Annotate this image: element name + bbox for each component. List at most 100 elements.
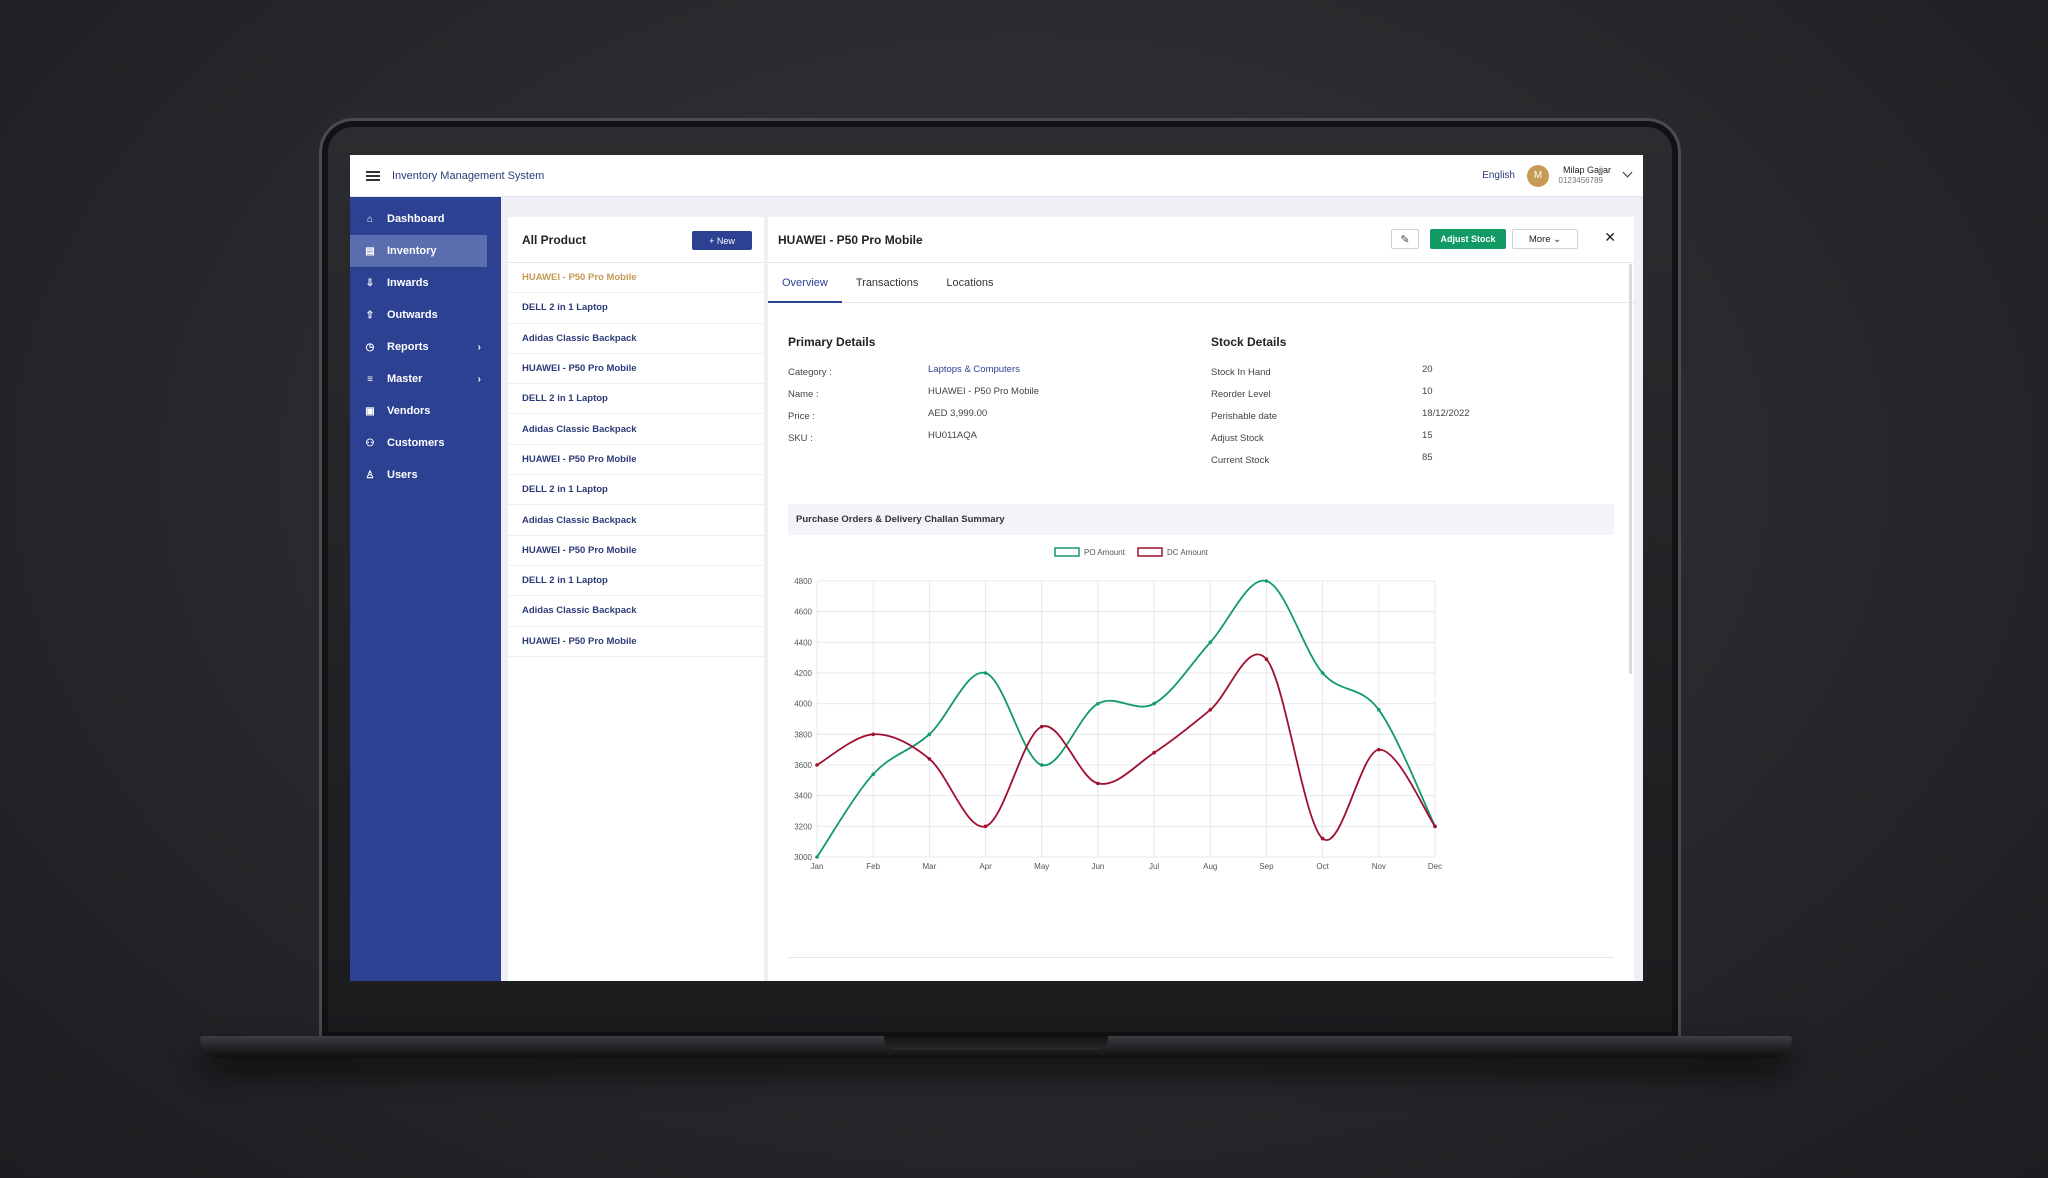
sidebar-item-inwards[interactable]: ⇩ Inwards (350, 267, 501, 299)
stock-in-hand-label: Stock In Hand (1211, 367, 1271, 378)
chevron-down-icon[interactable] (1622, 167, 1633, 178)
category-value[interactable]: Laptops & Computers (928, 364, 1020, 375)
list-item[interactable]: DELL 2 in 1 Laptop (508, 475, 764, 506)
data-point (1377, 708, 1381, 712)
legend-swatch (1054, 547, 1080, 557)
data-point (1096, 701, 1100, 706)
list-item[interactable]: DELL 2 in 1 Laptop (508, 293, 764, 324)
price-value: AED 3,999.00 (928, 408, 988, 419)
series-line-0 (816, 580, 1436, 858)
user-name: Milap Gajjar (1562, 165, 1611, 175)
language-selector[interactable]: English (1482, 170, 1515, 181)
list-item[interactable]: DELL 2 in 1 Laptop (508, 566, 764, 597)
adjust-stock-label: Adjust Stock (1211, 433, 1264, 444)
adjust-stock-button[interactable]: Adjust Stock (1430, 229, 1506, 249)
data-point (871, 732, 875, 737)
avatar[interactable]: M (1527, 165, 1549, 187)
data-point (983, 671, 988, 675)
sidebar-item-reports[interactable]: ◷ Reports › (350, 331, 501, 363)
data-point (1208, 640, 1213, 645)
sidebar-item-master[interactable]: ≡ Master › (350, 363, 501, 395)
y-tick-label: 3400 (794, 792, 812, 801)
list-item[interactable]: HUAWEI - P50 Pro Mobile (508, 536, 764, 566)
detail-tabs: Overview Transactions Locations (768, 263, 1634, 303)
edit-button[interactable]: ✎ (1391, 229, 1419, 249)
name-value: HUAWEI - P50 Pro Mobile (928, 386, 1040, 397)
data-point (815, 855, 819, 859)
primary-details-title: Primary Details (788, 335, 876, 349)
sku-value: HU011AQA (928, 430, 977, 441)
y-tick-label: 4400 (794, 638, 812, 647)
inbox-icon: ⇩ (365, 277, 375, 289)
product-title: HUAWEI - P50 Pro Mobile (778, 232, 923, 247)
sidebar-item-dashboard[interactable]: ⌂ Dashboard (350, 203, 501, 235)
list-item[interactable]: Adidas Classic Backpack (508, 414, 764, 445)
list-icon: ≡ (367, 373, 373, 385)
list-item[interactable]: Adidas Classic Backpack (508, 505, 764, 536)
data-point (815, 763, 819, 767)
tab-overview[interactable]: Overview (768, 263, 842, 303)
home-icon: ⌂ (366, 213, 374, 225)
more-label: More (1528, 233, 1551, 245)
list-item[interactable]: HUAWEI - P50 Pro Mobile (508, 263, 764, 294)
summary-chart-card: Purchase Orders & Delivery Challan Summa… (788, 504, 1614, 958)
tab-transactions[interactable]: Transactions (855, 277, 919, 289)
series-line-1 (816, 653, 1436, 842)
sidebar-item-label: Inwards (387, 277, 429, 289)
perishable-date-value: 18/12/2022 (1422, 408, 1470, 419)
close-button[interactable]: ✕ (1604, 229, 1616, 246)
list-item[interactable]: Adidas Classic Backpack (508, 324, 764, 354)
x-tick-label: Aug (1203, 862, 1217, 871)
tab-locations[interactable]: Locations (946, 277, 994, 289)
sidebar-item-customers[interactable]: ⚇ Customers (350, 427, 501, 459)
product-list-title: All Product (522, 232, 587, 247)
sidebar-item-vendors[interactable]: ▣ Vendors (350, 395, 501, 427)
sidebar-item-label: Outwards (387, 309, 438, 321)
adjust-stock-value: 15 (1422, 430, 1433, 441)
data-point (1433, 824, 1437, 829)
chevron-right-icon: › (477, 342, 481, 353)
perishable-date-label: Perishable date (1211, 411, 1278, 422)
x-tick-label: Jan (811, 862, 824, 871)
x-tick-label: Dec (1428, 862, 1442, 871)
list-item[interactable]: HUAWEI - P50 Pro Mobile (508, 445, 764, 476)
data-point (1039, 724, 1044, 729)
new-product-button[interactable]: + New (692, 231, 752, 250)
data-point (927, 757, 932, 761)
sidebar-item-label: Master (387, 373, 423, 385)
data-point (1264, 579, 1269, 583)
hamburger-menu-icon[interactable] (366, 170, 380, 181)
app-title: Inventory Management System (392, 169, 545, 182)
sidebar-item-label: Vendors (387, 405, 431, 417)
sku-label: SKU : (788, 433, 813, 444)
scrollbar[interactable] (1629, 264, 1632, 674)
legend-label: DC Amount (1167, 548, 1209, 557)
data-point (871, 772, 875, 776)
sidebar-item-label: Customers (387, 437, 445, 449)
list-item[interactable]: DELL 2 in 1 Laptop (508, 384, 764, 415)
laptop-notch (884, 1036, 1108, 1050)
user-id: 0123456789 (1558, 176, 1604, 185)
data-point (1152, 701, 1156, 706)
sidebar-item-users[interactable]: ♙ Users (350, 459, 501, 491)
x-tick-label: May (1034, 862, 1049, 871)
sidebar: ⌂ Dashboard ▤ Inventory ⇩ Inwards ⇧ Outwards ◷ Re… (350, 197, 501, 981)
user-icon: ♙ (365, 469, 375, 481)
sidebar-item-label: Reports (387, 341, 429, 353)
y-tick-label: 3000 (794, 853, 812, 862)
pencil-icon: ✎ (1400, 233, 1410, 246)
store-icon: ▣ (365, 405, 375, 417)
data-point (1320, 671, 1325, 675)
reorder-level-label: Reorder Level (1211, 389, 1271, 400)
list-item[interactable]: Adidas Classic Backpack (508, 596, 764, 627)
more-button[interactable]: More ⌄ (1512, 229, 1578, 249)
sidebar-item-inventory[interactable]: ▤ Inventory (350, 235, 487, 267)
list-item[interactable]: HUAWEI - P50 Pro Mobile (508, 627, 764, 657)
y-tick-label: 3800 (794, 730, 812, 739)
sidebar-item-outwards[interactable]: ⇧ Outwards (350, 299, 501, 331)
data-point (927, 732, 932, 737)
price-label: Price : (788, 411, 815, 422)
y-tick-label: 3600 (794, 761, 812, 770)
list-item[interactable]: HUAWEI - P50 Pro Mobile (508, 354, 764, 385)
legend-label: PO Amount (1084, 548, 1126, 557)
